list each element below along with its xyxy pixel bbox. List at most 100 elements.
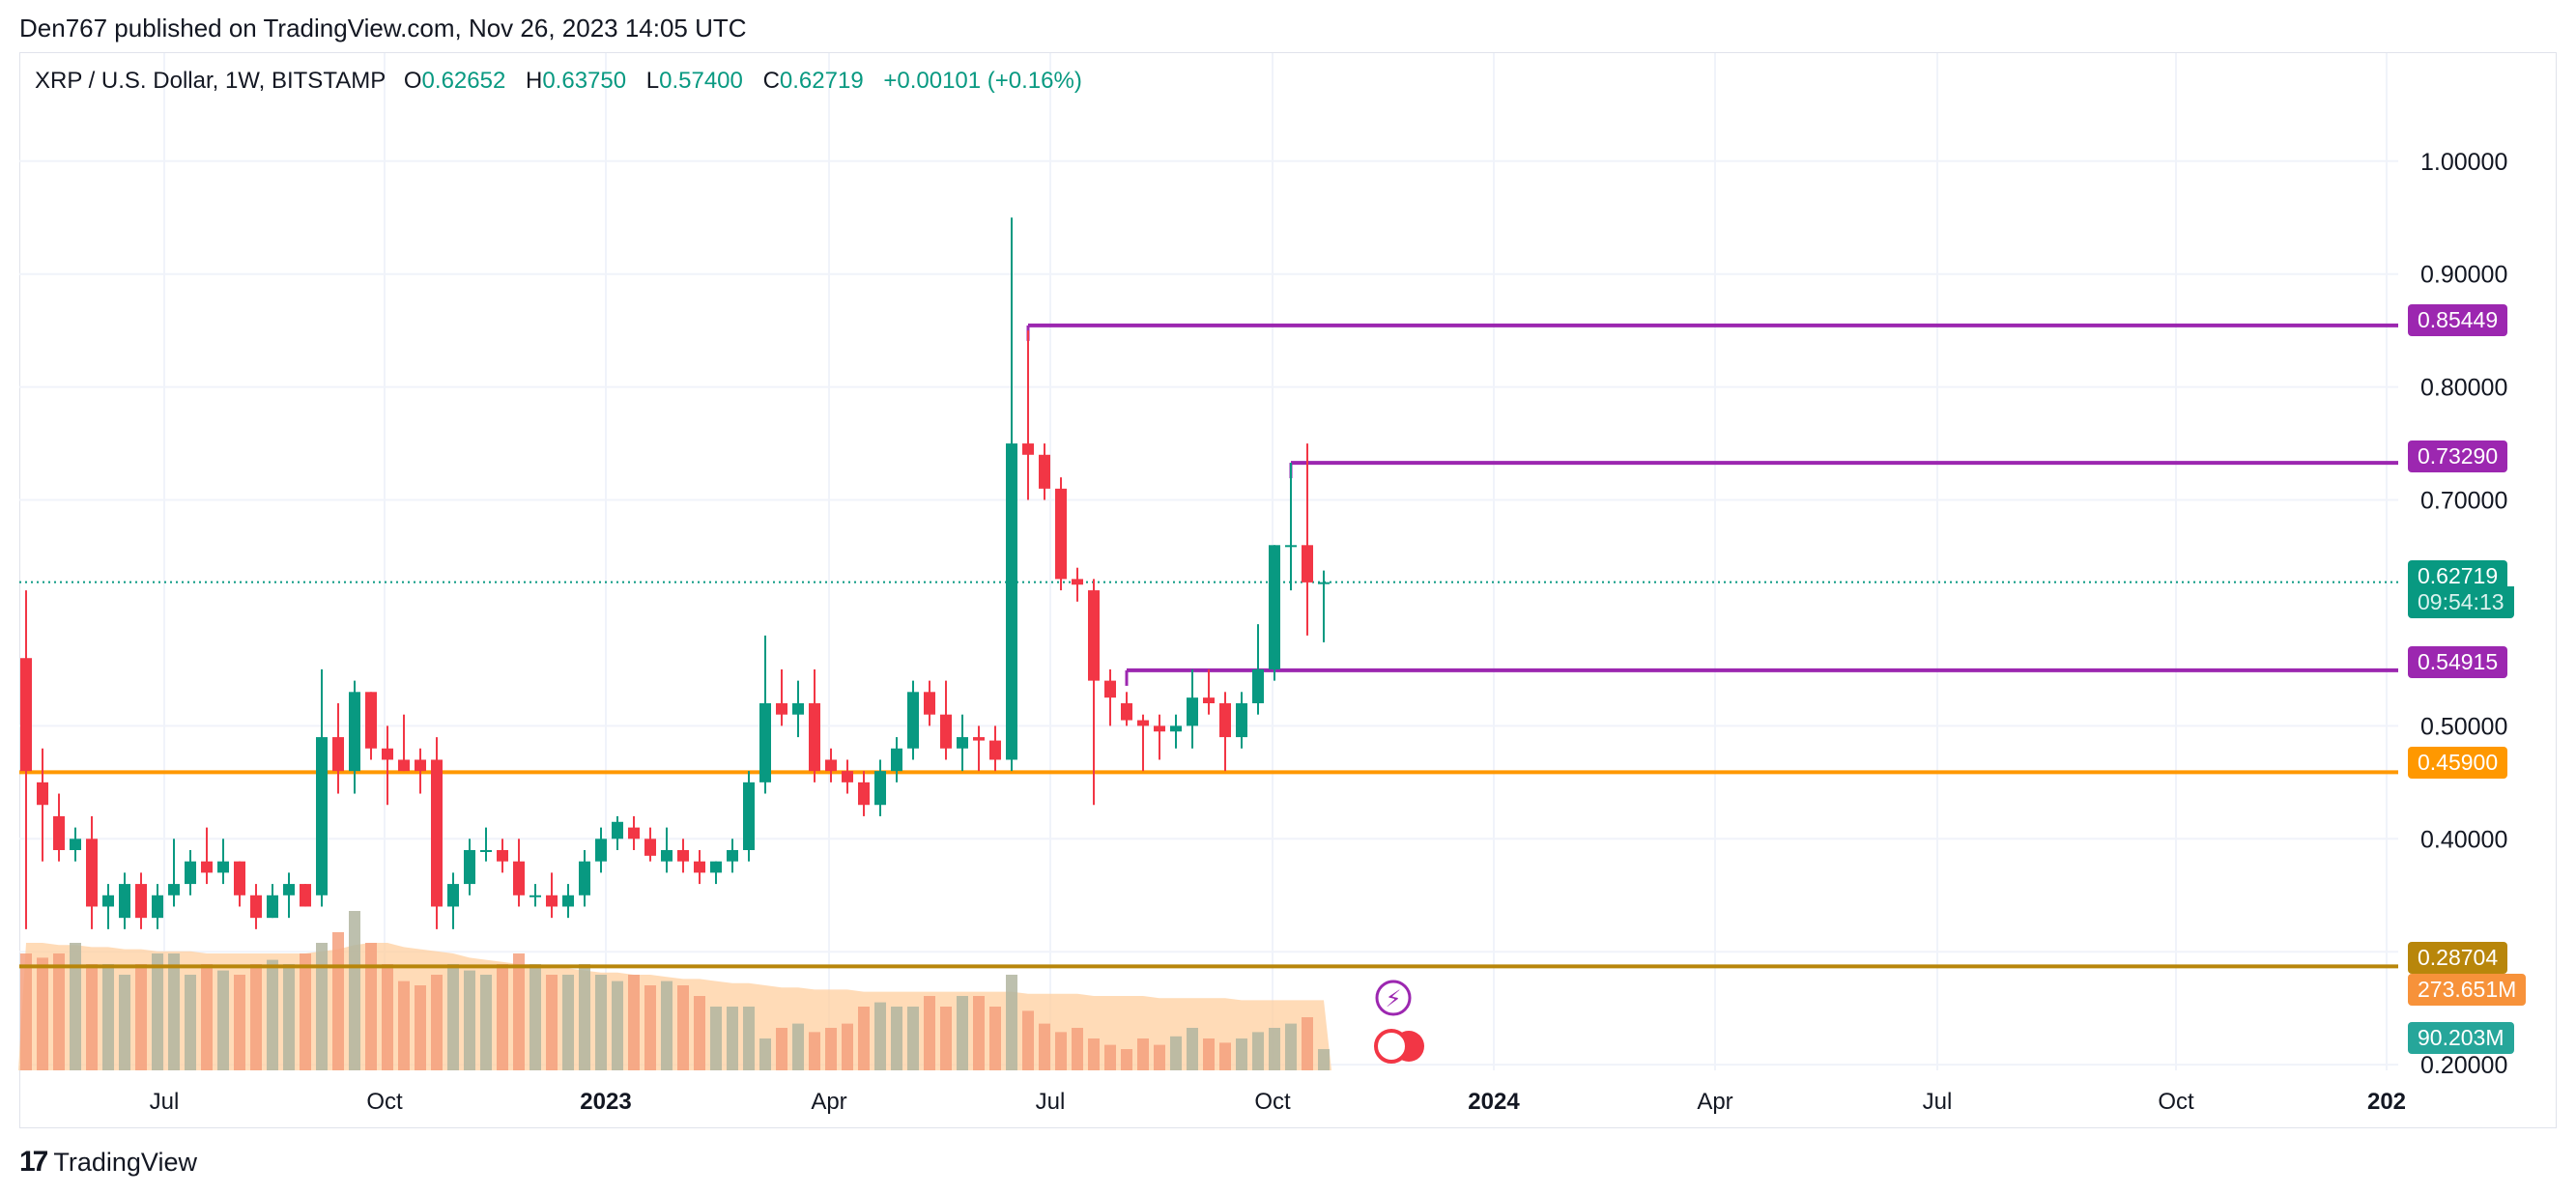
volume-badge: 90.203M (2408, 1022, 2514, 1054)
volume-bar (70, 943, 81, 1070)
volume-bar (825, 1028, 837, 1070)
x-tick-label: 202 (2367, 1089, 2406, 1115)
legend-low-value: 0.57400 (659, 68, 743, 94)
candle-body (858, 782, 870, 806)
volume-bar (316, 943, 328, 1070)
candle-body (973, 737, 985, 741)
volume-bar (185, 975, 196, 1070)
candle-body (497, 850, 508, 862)
volume-bar (1318, 1049, 1330, 1070)
candle-body (1219, 703, 1231, 738)
footer-brand[interactable]: 17 TradingView (19, 1146, 197, 1179)
legend-high-value: 0.63750 (542, 68, 627, 94)
volume-bar (759, 1038, 771, 1070)
candle-body (1154, 725, 1165, 732)
candle-body (1252, 668, 1264, 703)
x-tick-label: Jul (1036, 1089, 1066, 1115)
candle-body (1039, 454, 1050, 489)
candle-body (612, 821, 623, 839)
volume-bar (1269, 1028, 1280, 1070)
volume-bar (842, 1023, 853, 1070)
candle-body (185, 861, 196, 885)
volume-bar (858, 1007, 870, 1070)
volume-bar (300, 953, 311, 1070)
volume-bar (973, 996, 985, 1070)
ohlc-legend: XRP / U.S. Dollar, 1W, BITSTAMP O0.62652… (35, 68, 1096, 95)
x-tick-label: Oct (2158, 1089, 2194, 1115)
legend-symbol: XRP / U.S. Dollar, 1W, BITSTAMP (35, 68, 386, 94)
volume-bar (1022, 1010, 1034, 1070)
candle-body (1302, 545, 1313, 583)
candle-body (628, 827, 640, 839)
volume-bar (447, 964, 459, 1070)
candle-body (1236, 703, 1247, 738)
candle-body (907, 692, 919, 749)
candle-body (1318, 582, 1330, 584)
volume-bar (480, 975, 492, 1070)
candle-body (530, 895, 541, 897)
volume-bar (102, 964, 114, 1070)
level-badge-045900: 0.45900 (2408, 747, 2508, 779)
legend-close-label: C (762, 68, 780, 94)
volume-bar (743, 1007, 755, 1070)
volume-bar (1285, 1023, 1297, 1070)
volume-bar (349, 911, 360, 1070)
x-tick-label: 2023 (580, 1089, 631, 1115)
candle-body (874, 771, 886, 806)
candle-body (743, 782, 755, 850)
candle-body (464, 850, 475, 885)
volume-bar (497, 964, 508, 1070)
volume-bar (1203, 1038, 1215, 1070)
volume-bar (628, 975, 640, 1070)
volume-bar (1219, 1042, 1231, 1070)
y-tick-label: 0.20000 (2420, 1052, 2507, 1079)
level-badge-054915: 0.54915 (2408, 646, 2508, 678)
candle-body (332, 737, 344, 772)
candle-body (37, 782, 48, 806)
candle-body (579, 861, 590, 896)
volume-bar (1121, 1049, 1132, 1070)
candle-body (201, 861, 213, 873)
volume-bar (727, 1007, 738, 1070)
candle-body (135, 884, 147, 919)
candle-body (20, 658, 32, 772)
volume-bar (1252, 1032, 1264, 1070)
volume-bar (20, 953, 32, 1070)
legend-high-label: H (525, 68, 543, 94)
y-tick-label: 0.70000 (2420, 488, 2507, 515)
volume-bar (1302, 1017, 1313, 1070)
candle-body (1104, 680, 1116, 698)
volume-bar (332, 932, 344, 1070)
candle-body (1170, 725, 1182, 732)
candle-body (694, 861, 705, 873)
volume-bar (595, 975, 607, 1070)
candle-body (1121, 703, 1132, 721)
candle-body (562, 895, 574, 907)
candle-body (53, 815, 65, 850)
candle-body (119, 884, 130, 919)
lightning-glyph-icon: ⚡ (1386, 985, 1402, 1012)
candle-body (382, 748, 393, 760)
volume-bar (513, 953, 525, 1070)
volume-bar (37, 957, 48, 1070)
x-tick-label: 2024 (1468, 1089, 1520, 1115)
volume-bar (415, 985, 426, 1070)
x-tick-label: Jul (150, 1089, 180, 1115)
volume-bar (1104, 1044, 1116, 1070)
tradingview-logo-text: TradingView (53, 1147, 197, 1177)
candle-body (1203, 697, 1215, 703)
volume-bar (1055, 1032, 1067, 1070)
chart-frame[interactable] (19, 52, 2557, 1128)
volume-bar (1170, 1036, 1182, 1070)
y-tick-label: 0.80000 (2420, 375, 2507, 402)
candle-body (1187, 697, 1198, 726)
volume-bar (398, 981, 410, 1070)
volume-bar (907, 1007, 919, 1070)
candle-body (792, 703, 804, 715)
level-badge-073290: 0.73290 (2408, 441, 2508, 472)
volume-bar (579, 964, 590, 1070)
volume-bar (644, 985, 656, 1070)
candle-body (661, 850, 673, 862)
level-badge-085449: 0.85449 (2408, 304, 2508, 336)
